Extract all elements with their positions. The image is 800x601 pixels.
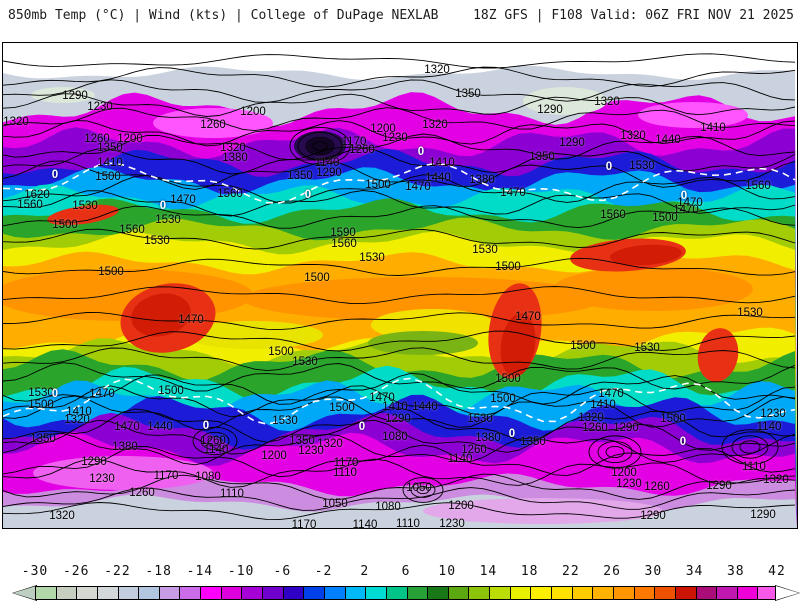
colorbar-segment <box>386 587 408 599</box>
colorbar-segment <box>221 587 243 599</box>
colorbar-tick: -10 <box>227 564 255 579</box>
product-title: 850mb Temp (°C) | Wind (kts) | College o… <box>8 8 439 23</box>
colorbar-segment <box>77 587 98 599</box>
colorbar-segments <box>35 586 779 600</box>
colorbar-tick: 2 <box>360 564 370 579</box>
colorbar-tick: -26 <box>62 564 90 579</box>
colorbar-segment <box>613 587 635 599</box>
colorbar-segment <box>428 587 449 599</box>
colorbar-tick: -6 <box>273 564 292 579</box>
colorbar-segment <box>490 587 511 599</box>
colorbar-segment <box>97 587 119 599</box>
temperature-fill-canvas <box>3 43 797 528</box>
colorbar-segment <box>448 587 470 599</box>
colorbar-segment <box>36 587 57 599</box>
colorbar-segment <box>552 587 573 599</box>
colorbar-tick: -14 <box>186 564 214 579</box>
colorbar-segment <box>201 587 222 599</box>
colorbar-tick: 22 <box>562 564 580 579</box>
colorbar-tick: 14 <box>479 564 498 579</box>
colorbar-segment <box>717 587 738 599</box>
colorbar-segment <box>242 587 264 599</box>
colorbar-tick: -22 <box>104 564 131 579</box>
colorbar-segment <box>593 587 614 599</box>
colorbar-segment <box>737 587 759 599</box>
colorbar-tick: -18 <box>145 564 172 579</box>
colorbar-segment <box>118 587 140 599</box>
colorbar-segment <box>469 587 491 599</box>
colorbar-tick: 34 <box>685 564 704 579</box>
colorbar-segment <box>139 587 160 599</box>
colorbar-segment <box>634 587 656 599</box>
colorbar-segment <box>531 587 553 599</box>
model-run-valid-time: 18Z GFS | F108 Valid: 06Z FRI NOV 21 202… <box>473 8 794 23</box>
colorbar-segment <box>263 587 284 599</box>
colorbar-tick: 6 <box>401 564 411 579</box>
colorbar-above-range-arrow <box>776 586 799 600</box>
colorbar-segment <box>366 587 387 599</box>
colorbar-tick: 26 <box>603 564 621 579</box>
colorbar-segment <box>696 587 718 599</box>
colorbar-tick: -2 <box>314 564 333 579</box>
colorbar-tick: 10 <box>438 564 457 579</box>
colorbar-tick: 30 <box>644 564 663 579</box>
colorbar-tick: 18 <box>520 564 539 579</box>
colorbar-below-range-arrow <box>13 586 36 600</box>
global-850mb-temp-map: 1290 1230 1320 1260 1200 1350 1410 1500 1620 1560… <box>2 42 798 531</box>
temperature-colorbar: -30 -26 -22 -18 -14 -10 -6 -2 2 6 10 14 18 22 26 30 34 38… <box>0 560 800 601</box>
colorbar-segment <box>283 587 305 599</box>
colorbar-segment <box>758 587 779 599</box>
colorbar-segment <box>345 587 367 599</box>
colorbar-segment <box>304 587 325 599</box>
colorbar-segment <box>180 587 202 599</box>
header-bar: 850mb Temp (°C) | Wind (kts) | College o… <box>0 0 800 40</box>
colorbar-segment <box>675 587 697 599</box>
colorbar-segment <box>159 587 181 599</box>
colorbar-tick: 38 <box>726 564 745 579</box>
colorbar-segment <box>572 587 594 599</box>
colorbar-segment <box>510 587 532 599</box>
colorbar-segment <box>324 587 346 599</box>
colorbar-tick: 42 <box>768 564 786 579</box>
colorbar-tick: -30 <box>21 564 49 579</box>
colorbar-tick-labels: -30 -26 -22 -18 -14 -10 -6 -2 2 6 10 14 18 22 26 30 34 38… <box>22 564 785 580</box>
colorbar-segment <box>56 587 78 599</box>
colorbar-segment <box>655 587 676 599</box>
colorbar-segment <box>407 587 429 599</box>
